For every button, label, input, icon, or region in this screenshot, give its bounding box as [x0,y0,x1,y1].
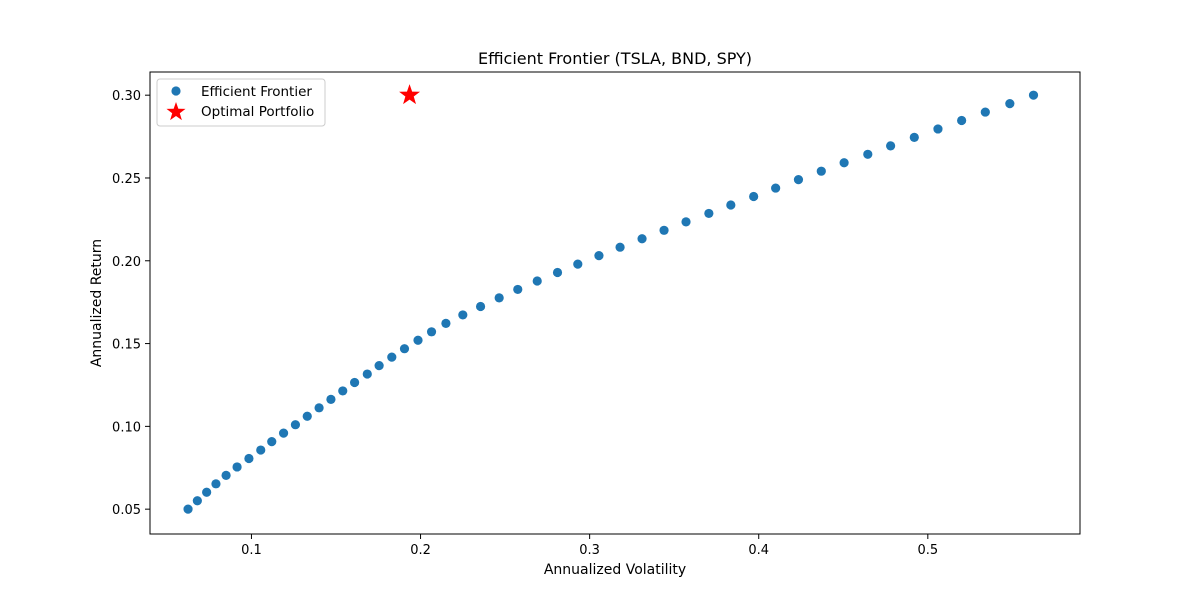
efficient-frontier-point [278,428,289,438]
efficient-frontier-point [749,191,759,202]
efficient-frontier-point [659,225,669,235]
efficient-frontier-point [637,234,647,244]
efficient-frontier-point [793,175,804,185]
efficient-frontier-point [957,115,967,126]
efficient-frontier-point [1028,90,1039,100]
efficient-frontier-point [314,403,324,413]
y-tick-label: 0.15 [112,338,141,353]
efficient-frontier-point [594,251,604,261]
efficient-frontier-point [244,453,254,464]
efficient-frontier-point [771,183,781,193]
efficient-frontier-point [326,394,336,404]
x-tick-label: 0.2 [410,543,431,558]
efficient-frontier-point [202,487,212,497]
efficient-frontier-point [232,462,242,472]
efficient-frontier-point [441,318,451,328]
efficient-frontier-point [256,445,266,455]
efficient-frontier-point [350,377,360,388]
efficient-frontier-point [302,411,312,421]
legend-label-optimal-portfolio: Optimal Portfolio [201,104,314,120]
legend: Efficient Frontier Optimal Portfolio [156,78,326,127]
y-tick-label: 0.20 [112,255,141,270]
efficient-frontier-point [475,301,486,312]
x-tick-label: 0.5 [917,543,938,558]
efficient-frontier-point [886,141,896,151]
efficient-frontier-point [513,284,523,295]
efficient-frontier-point [863,149,873,159]
y-tick-label: 0.05 [112,503,141,518]
efficient-frontier-point [267,437,277,447]
y-axis-label: Annualized Return [89,239,105,367]
y-tick-label: 0.30 [112,89,141,104]
scatter-points [183,84,1039,514]
efficient-frontier-point [399,344,410,354]
x-tick-label: 0.3 [579,543,600,558]
efficient-frontier-point [362,369,372,379]
efficient-frontier-point [387,352,397,362]
efficient-frontier-point [290,420,301,430]
x-axis-ticks: 0.1 0.2 0.3 0.4 0.5 [241,534,938,558]
efficient-frontier-point [980,107,990,117]
chart-title: Efficient Frontier (TSLA, BND, SPY) [478,49,752,68]
efficient-frontier-point [1005,99,1015,109]
efficient-frontier-point [532,276,542,286]
y-axis-ticks: 0.05 0.10 0.15 0.20 0.25 0.30 [112,89,150,518]
efficient-frontier-point [726,200,736,210]
efficient-frontier-point [183,504,193,514]
efficient-frontier-point [413,335,423,345]
efficient-frontier-point [374,360,384,371]
efficient-frontier-point [816,166,826,176]
efficient-frontier-point [494,293,504,303]
efficient-frontier-point [573,259,583,269]
legend-box [156,78,326,127]
efficient-frontier-point [458,310,468,320]
legend-marker-efficient-frontier [171,86,181,96]
efficient-frontier-point [192,496,202,506]
optimal-portfolio-star [399,84,421,105]
efficient-frontier-point [704,208,714,219]
y-tick-label: 0.10 [112,420,141,435]
efficient-frontier-point [211,479,221,489]
efficient-frontier-point [221,470,231,480]
efficient-frontier-point [909,132,919,143]
efficient-frontier-point [615,242,625,252]
efficient-frontier-point [681,217,691,227]
legend-marker-optimal-portfolio [166,102,186,121]
x-tick-label: 0.1 [241,543,262,558]
x-tick-label: 0.4 [748,543,769,558]
x-axis-label: Annualized Volatility [544,562,686,578]
efficient-frontier-point [933,124,943,134]
y-tick-label: 0.25 [112,172,141,187]
efficient-frontier-point [426,327,437,337]
plot-area-frame [149,71,1081,535]
legend-label-efficient-frontier: Efficient Frontier [201,84,312,100]
efficient-frontier-point [338,386,348,396]
efficient-frontier-point [552,267,563,278]
efficient-frontier-point [839,158,849,168]
